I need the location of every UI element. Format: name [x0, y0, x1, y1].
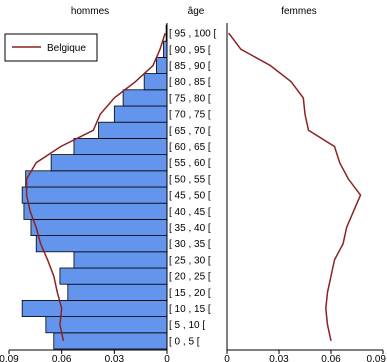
line-belgique-femmes: [228, 32, 362, 342]
age-label-7: [ 35 , 40 [: [169, 223, 211, 234]
age-label-16: [ 80 , 85 [: [169, 77, 211, 88]
bar-hommes-0: [53, 332, 168, 350]
age-label-15: [ 75 , 80 [: [169, 93, 211, 104]
age-label-14: [ 70 , 75 [: [169, 110, 211, 121]
age-label-9: [ 45 , 50 [: [169, 191, 211, 202]
bar-hommes-14: [113, 105, 168, 123]
x-tick-label-left-3: 0: [164, 354, 170, 362]
age-label-11: [ 55 , 60 [: [169, 158, 211, 169]
legend: Belgique: [4, 33, 98, 62]
age-label-12: [ 60 , 65 [: [169, 142, 211, 153]
title-age: âge: [188, 6, 205, 17]
bar-hommes-15: [122, 89, 168, 107]
axes: 0.09 0.06 0.03 0 0 0.03 0.06 0.09: [0, 23, 386, 362]
bar-hommes-8: [23, 202, 168, 220]
bar-hommes-6: [35, 235, 168, 253]
x-tick-label-right-2: 0.06: [321, 354, 341, 362]
x-tick-label-left-1: 0.06: [52, 354, 72, 362]
age-labels: [ 0 , 5 [ [ 5 , 10 [ [ 10 , 15 [ [ 15 , 20 …: [169, 29, 216, 348]
bar-hommes-9: [21, 186, 168, 204]
bar-hommes-17: [156, 57, 168, 75]
age-label-5: [ 25 , 30 [: [169, 255, 211, 266]
hommes-bars: [21, 24, 168, 350]
bar-hommes-13: [98, 121, 168, 139]
bar-hommes-10: [25, 170, 168, 188]
line-belgique-hommes: [25, 32, 166, 342]
bar-hommes-18: [163, 40, 168, 58]
age-label-2: [ 10 , 15 [: [169, 304, 211, 315]
age-label-17: [ 85 , 90 [: [169, 61, 211, 72]
age-label-0: [ 0 , 5 [: [169, 336, 200, 347]
age-label-10: [ 50 , 55 [: [169, 174, 211, 185]
x-tick-label-left-0: 0.09: [0, 354, 19, 362]
x-tick-label-right-3: 0.09: [367, 354, 387, 362]
age-label-19: [ 95 , 100 [: [169, 29, 216, 40]
x-tick-label-left-2: 0.03: [105, 354, 125, 362]
bar-hommes-11: [50, 154, 168, 172]
age-label-8: [ 40 , 45 [: [169, 207, 211, 218]
bar-hommes-16: [143, 73, 168, 91]
x-tick-label-right-0: 0: [224, 354, 230, 362]
legend-label: Belgique: [47, 43, 86, 54]
bar-hommes-1: [45, 316, 168, 334]
title-hommes: hommes: [71, 6, 109, 17]
series-lines: [25, 32, 362, 342]
bar-hommes-3: [67, 283, 168, 301]
age-label-18: [ 90 , 95 [: [169, 45, 211, 56]
bar-hommes-4: [59, 267, 168, 285]
bar-hommes-5: [73, 251, 168, 269]
bar-hommes-7: [30, 218, 168, 236]
title-femmes: femmes: [281, 6, 317, 17]
age-label-3: [ 15 , 20 [: [169, 288, 211, 299]
age-label-1: [ 5 , 10 [: [169, 320, 205, 331]
chart-titles: hommes âge femmes: [71, 6, 317, 17]
age-label-6: [ 30 , 35 [: [169, 239, 211, 250]
age-label-13: [ 65 , 70 [: [169, 126, 211, 137]
bar-hommes-12: [73, 137, 168, 155]
age-label-4: [ 20 , 25 [: [169, 272, 211, 283]
x-tick-label-right-1: 0.03: [269, 354, 289, 362]
bar-hommes-2: [21, 299, 168, 317]
